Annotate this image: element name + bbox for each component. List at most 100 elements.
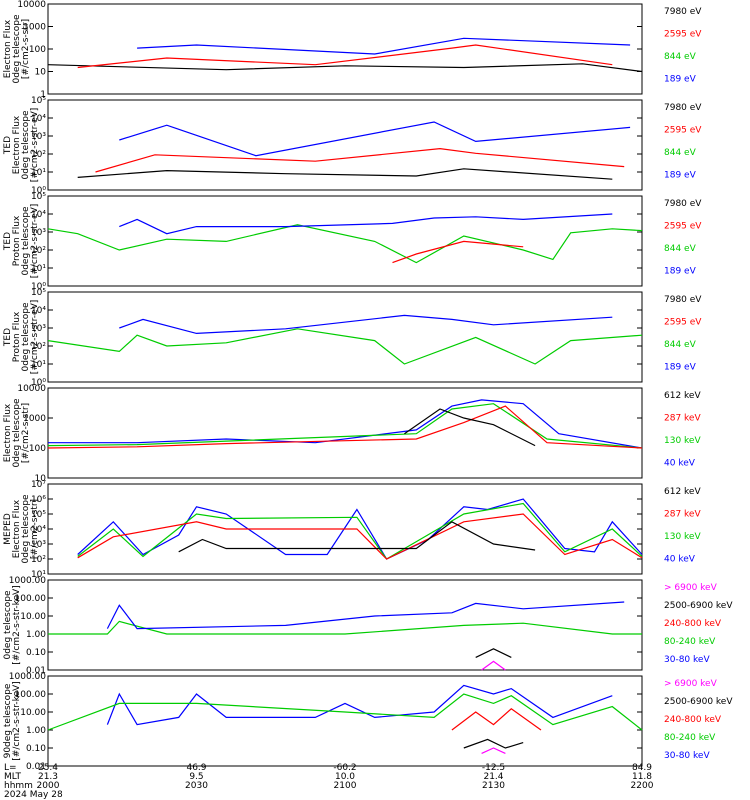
- series-line: [481, 660, 506, 671]
- y-tick-label: 10⁰: [31, 186, 46, 196]
- legend-entry: 30-80 keV: [664, 751, 710, 761]
- series-line: [106, 684, 613, 726]
- legend-entry: 844 eV: [664, 244, 697, 254]
- series-line: [47, 63, 643, 73]
- y-tick-label: 10²: [31, 555, 46, 565]
- x-tick-label: 2100: [334, 781, 357, 791]
- legend-entry: 80-240 keV: [664, 637, 716, 647]
- y-tick-label: 10¹: [31, 360, 46, 370]
- legend-entry: 287 keV: [664, 510, 701, 520]
- legend-entry: 287 keV: [664, 414, 701, 424]
- legend-entry: 7980 eV: [664, 7, 702, 17]
- series-line: [77, 498, 643, 560]
- series-line: [119, 314, 613, 335]
- y-axis-label: [#/cm2-s-str-keV]: [12, 681, 22, 760]
- y-axis-label: 0deg telescope: [3, 590, 13, 660]
- y-tick-label: 0.01: [26, 762, 46, 772]
- series-line: [77, 168, 613, 180]
- y-tick-label: 10²: [31, 246, 46, 256]
- y-axis-label: 0deg telescope: [21, 206, 31, 276]
- series-line: [137, 37, 631, 55]
- series-line: [119, 121, 631, 157]
- x-tick-label: 25.4: [38, 763, 58, 773]
- legend-entry: 844 eV: [664, 148, 697, 158]
- x-row-label-1: MLT: [4, 772, 22, 782]
- y-tick-label: 10⁶: [31, 495, 46, 505]
- y-tick-label: 10¹: [31, 264, 46, 274]
- y-tick-label: 100.00: [15, 594, 47, 604]
- y-tick-label: 10.00: [20, 612, 46, 622]
- y-tick-label: 10000: [17, 384, 46, 394]
- legend-entry: 844 eV: [664, 340, 697, 350]
- panel-frame: [47, 675, 643, 767]
- y-axis-label: Electron Flux: [12, 115, 22, 174]
- y-tick-label: 10⁷: [31, 480, 46, 490]
- x-tick-label: -60.2: [333, 763, 356, 773]
- legend-entry: > 6900 keV: [664, 583, 718, 593]
- legend-entry: 30-80 keV: [664, 655, 710, 665]
- series-line: [47, 405, 643, 449]
- y-tick-label: 10⁵: [31, 288, 46, 298]
- legend-entry: 2595 eV: [664, 30, 702, 40]
- y-axis-label: TED: [3, 232, 13, 251]
- y-tick-label: 1: [40, 90, 46, 100]
- series-line: [47, 328, 643, 365]
- series-line: [451, 708, 542, 731]
- y-axis-label: Proton Flux: [12, 311, 22, 362]
- y-tick-label: 100.00: [15, 690, 47, 700]
- legend-entry: 80-240 keV: [664, 733, 716, 743]
- y-axis-label: [#/cm2-s-str]: [21, 403, 31, 463]
- series-line: [48, 620, 642, 635]
- panel-frame: [47, 387, 643, 479]
- series-line: [119, 213, 613, 235]
- y-tick-label: 0.01: [26, 666, 46, 676]
- series-line: [77, 44, 613, 69]
- series-line: [47, 224, 643, 264]
- legend-entry: 189 eV: [664, 171, 697, 181]
- y-tick-label: 10: [35, 474, 47, 484]
- series-line: [463, 738, 524, 749]
- y-tick-label: 10²: [31, 150, 46, 160]
- x-row-label-2: hhmm: [4, 781, 33, 791]
- y-axis-label: [#/cm2-s-str-keV]: [12, 585, 22, 664]
- legend-entry: 7980 eV: [664, 199, 702, 209]
- series-line: [77, 513, 643, 560]
- x-tick-label: 10.0: [335, 772, 355, 782]
- y-tick-label: 10⁵: [31, 192, 46, 202]
- legend-entry: 2500-6900 keV: [664, 697, 733, 707]
- y-tick-label: 10³: [31, 324, 46, 334]
- y-tick-label: 10³: [31, 132, 46, 142]
- legend-entry: 40 keV: [664, 459, 696, 469]
- legend-entry: 189 eV: [664, 267, 697, 277]
- legend-entry: 40 keV: [664, 555, 696, 565]
- y-axis-label: 90deg telescope: [3, 683, 13, 758]
- y-axis-label: [#/cm2-s-str]: [21, 19, 31, 79]
- y-tick-label: 10⁵: [31, 510, 46, 520]
- x-tick-label: 2000: [37, 781, 60, 791]
- x-axis-labels: L= MLT hhmm 2024 May 28: [4, 763, 63, 800]
- legend-entry: 2595 eV: [664, 222, 702, 232]
- x-tick-label: 46.9: [186, 763, 206, 773]
- y-tick-label: 10³: [31, 228, 46, 238]
- legend-entry: 2595 eV: [664, 126, 702, 136]
- y-tick-label: 1000.00: [9, 576, 46, 586]
- x-tick-label: 84.9: [632, 763, 652, 773]
- y-axis-label: Electron Flux: [12, 499, 22, 558]
- y-tick-label: 10⁴: [31, 114, 46, 124]
- panel-frame: [47, 195, 643, 287]
- y-axis-label: 0deg telescope: [21, 110, 31, 180]
- y-tick-label: 0.10: [26, 648, 46, 658]
- y-axis-label: [#/cm2-s-str]: [30, 499, 40, 559]
- legend-entry: 612 keV: [664, 391, 701, 401]
- series-line: [392, 240, 524, 264]
- x-tick-label: 21.3: [38, 772, 58, 782]
- legend-entry: 2500-6900 keV: [664, 601, 733, 611]
- y-axis-label: 0deg telescope: [21, 302, 31, 372]
- legend-entry: 844 eV: [664, 52, 697, 62]
- legend-entry: 240-800 keV: [664, 619, 722, 629]
- panel-frame: [47, 3, 643, 95]
- y-axis-label: Electron Flux: [3, 403, 13, 462]
- series-line: [95, 147, 625, 173]
- x-tick-label: 2030: [185, 781, 208, 791]
